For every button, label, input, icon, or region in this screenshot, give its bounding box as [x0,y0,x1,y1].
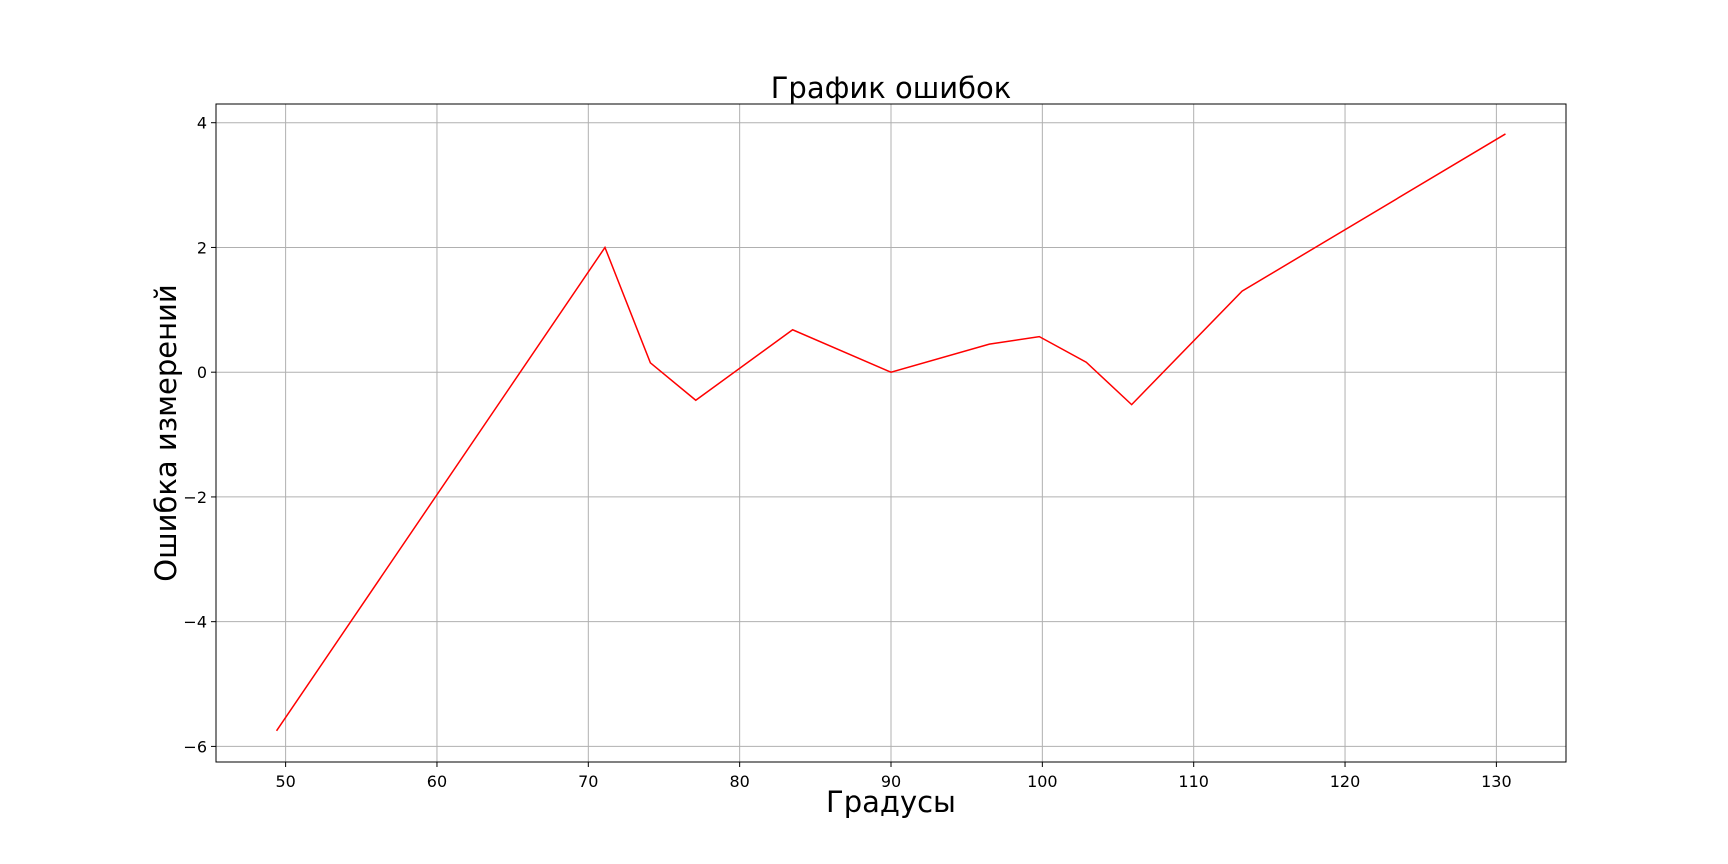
x-tick-label: 90 [881,772,901,791]
y-axis-label: Ошибка измерений [149,284,183,582]
x-tick-label: 100 [1027,772,1058,791]
x-tick-label: 80 [729,772,749,791]
y-tick-label: −6 [183,737,207,756]
x-tick-label: 60 [427,772,447,791]
series-layer [275,133,1506,732]
x-tick-label: 130 [1481,772,1512,791]
x-tick-label: 110 [1178,772,1209,791]
series-line [275,133,1506,732]
grid [216,104,1566,762]
x-tick-label: 120 [1330,772,1361,791]
chart-title: График ошибок [771,71,1012,105]
x-tick-label: 70 [578,772,598,791]
x-tick-label: 50 [275,772,295,791]
x-axis-label: Градусы [826,785,956,819]
y-tick-label: −4 [183,613,207,632]
y-tick-label: −2 [183,488,207,507]
x-axis: 50 60 70 80 90 100 110 120 130 [275,762,1512,791]
y-tick-label: 0 [197,363,207,382]
y-axis: −6 −4 −2 0 2 4 [183,114,216,756]
y-tick-label: 2 [197,238,207,257]
y-tick-label: 4 [197,114,207,133]
